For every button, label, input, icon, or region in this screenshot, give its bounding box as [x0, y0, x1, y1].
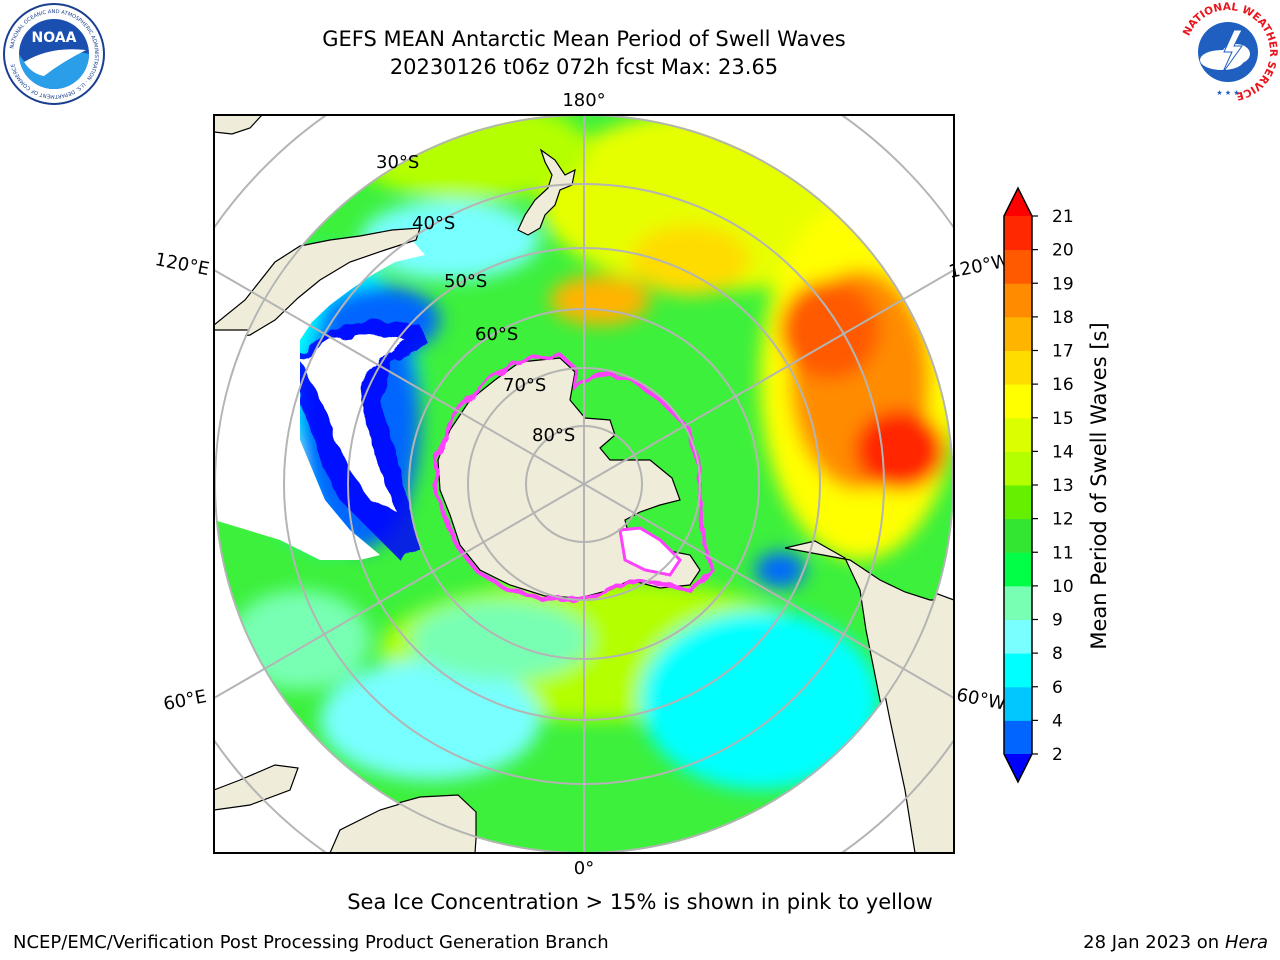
sea-ice-note: Sea Ice Concentration > 15% is shown in … [347, 890, 933, 914]
chart-title: GEFS MEAN Antarctic Mean Period of Swell… [322, 27, 846, 51]
colorbar-tick-label: 12 [1052, 510, 1074, 530]
longitude-gridlines [214, 115, 954, 853]
lon-label-120w: 120°W [947, 250, 1011, 282]
lat-label-70s: 70°S [503, 375, 546, 396]
colorbar-label: Mean Period of Swell Waves [s] [1087, 322, 1111, 649]
chart-subtitle: 20230126 t06z 072h fcst Max: 23.65 [389, 55, 779, 79]
colorbar-segment [1004, 585, 1032, 620]
lat-label-50s: 50°S [444, 271, 487, 292]
colorbar-tick-label: 11 [1052, 543, 1074, 563]
colorbar-segment [1004, 384, 1032, 419]
colorbar-under-arrow [1004, 754, 1032, 782]
colorbar-segment [1004, 720, 1032, 755]
colorbar-segment [1004, 485, 1032, 520]
svg-text:★ ★ ★: ★ ★ ★ [1216, 89, 1239, 97]
colorbar-tick-label: 20 [1052, 241, 1074, 261]
colorbar-over-arrow [1004, 188, 1032, 216]
lon-label-0: 0° [574, 858, 594, 879]
colorbar-segment [1004, 451, 1032, 486]
colorbar-tick-label: 9 [1052, 611, 1063, 631]
colorbar-tick-label: 14 [1052, 442, 1074, 462]
colorbar-segment [1004, 686, 1032, 721]
colorbar-tick-label: 17 [1052, 342, 1074, 362]
lat-label-60s: 60°S [475, 324, 518, 345]
colorbar-tick-label: 8 [1052, 644, 1063, 664]
colorbar-segment [1004, 350, 1032, 385]
lat-label-30s: 30°S [376, 152, 419, 173]
credit-host: Hera [1224, 932, 1268, 953]
map-frame [213, 114, 955, 854]
lat-label-80s: 80°S [532, 425, 575, 446]
colorbar-segment [1004, 552, 1032, 587]
colorbar-tick-label: 10 [1052, 577, 1074, 597]
lon-label-60e: 60°E [162, 686, 208, 715]
nws-logo: NATIONAL WEATHER SERVICE ★ ★ ★ [1180, 1, 1279, 102]
noaa-logo-text: NOAA [32, 30, 77, 46]
colorbar-segment [1004, 619, 1032, 654]
lon-label-120e: 120°E [153, 249, 211, 280]
colorbar-tick-label: 21 [1052, 207, 1074, 227]
colorbar-segment [1004, 216, 1032, 251]
colorbar-tick-label: 16 [1052, 375, 1074, 395]
lat-label-40s: 40°S [412, 213, 455, 234]
colorbar-tick-label: 18 [1052, 308, 1074, 328]
colorbar-tick-label: 19 [1052, 274, 1074, 294]
colorbar-segment [1004, 653, 1032, 688]
colorbar-tick-label: 6 [1052, 678, 1063, 698]
lon-label-60w: 60°W [955, 685, 1008, 715]
antarctica [437, 357, 701, 599]
colorbar-tick-label: 2 [1052, 745, 1063, 765]
colorbar: 2 4 6 8 9 10 11 12 13 14 15 16 17 18 19 20 21 [1003, 186, 1074, 784]
colorbar-segment [1004, 518, 1032, 553]
lon-label-180: 180° [562, 90, 605, 111]
colorbar-segment [1004, 417, 1032, 452]
colorbar-tick-label: 4 [1052, 711, 1063, 731]
sea-ice-edge [432, 352, 715, 603]
noaa-logo: NATIONAL OCEANIC AND ATMOSPHERIC ADMINIS… [3, 3, 105, 105]
credit-date-host: 28 Jan 2023 on Hera [1083, 932, 1268, 953]
colorbar-segment [1004, 249, 1032, 284]
colorbar-tick-label: 15 [1052, 409, 1074, 429]
colorbar-segment [1004, 283, 1032, 318]
credit-date: 28 Jan 2023 on [1083, 932, 1225, 953]
credit-branch: NCEP/EMC/Verification Post Processing Pr… [13, 932, 609, 953]
colorbar-segment [1004, 316, 1032, 351]
colorbar-tick-label: 13 [1052, 476, 1074, 496]
